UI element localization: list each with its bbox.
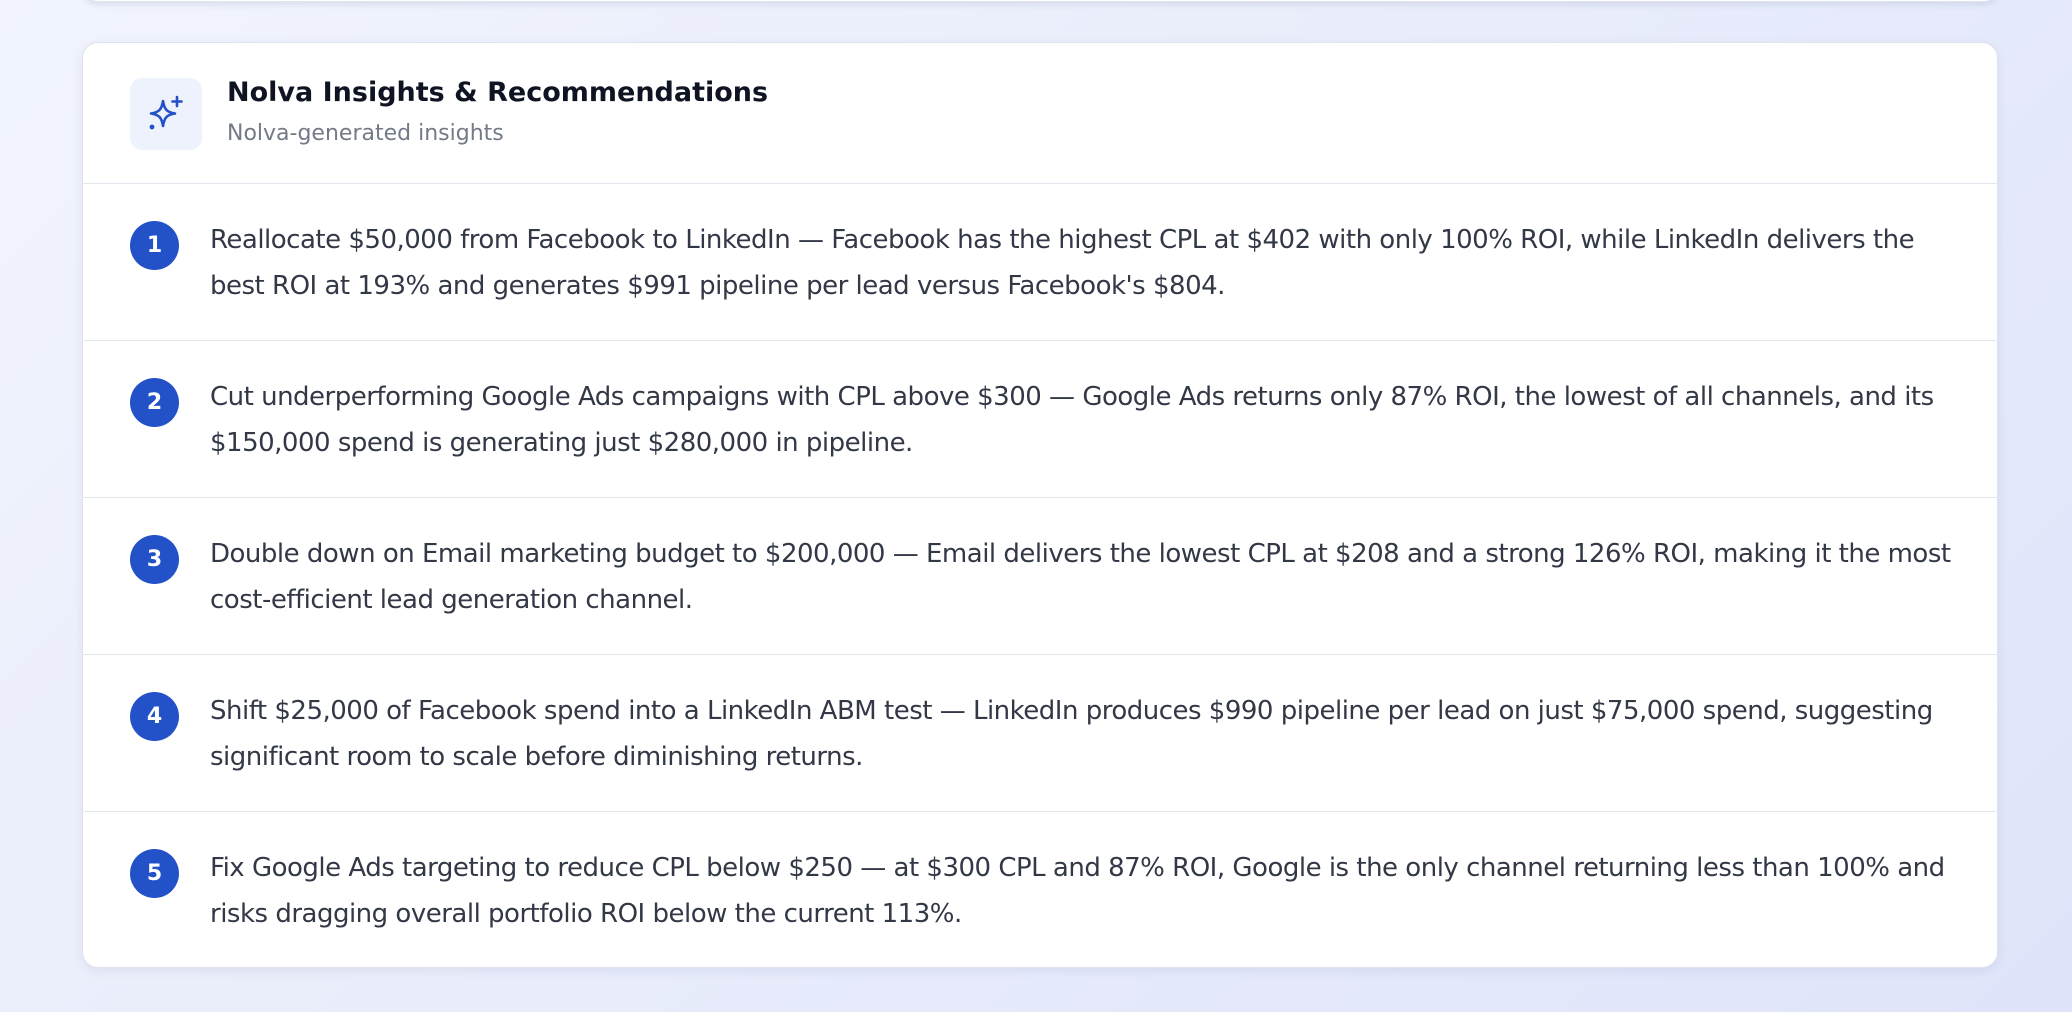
insights-card: Nolva Insights & Recommendations Nolva-g… — [82, 42, 1998, 968]
insight-text: Fix Google Ads targeting to reduce CPL b… — [210, 853, 1945, 929]
insight-item: 2 Cut underperforming Google Ads campaig… — [83, 341, 1997, 498]
insight-number-badge: 1 — [130, 221, 179, 270]
insight-item: 3 Double down on Email marketing budget … — [83, 498, 1997, 655]
insight-item: 5 Fix Google Ads targeting to reduce CPL… — [83, 812, 1997, 967]
sparkles-icon — [130, 78, 202, 150]
insight-number-badge: 3 — [130, 535, 179, 584]
insight-number-badge: 4 — [130, 692, 179, 741]
insight-number-badge: 2 — [130, 378, 179, 427]
card-header: Nolva Insights & Recommendations Nolva-g… — [83, 43, 1997, 184]
insight-item: 1 Reallocate $50,000 from Facebook to Li… — [83, 184, 1997, 341]
previous-card — [82, 0, 2000, 2]
card-title: Nolva Insights & Recommendations — [227, 77, 769, 108]
insight-number-badge: 5 — [130, 849, 179, 898]
insight-text: Double down on Email marketing budget to… — [210, 539, 1951, 615]
insight-item: 4 Shift $25,000 of Facebook spend into a… — [83, 655, 1997, 812]
insight-text: Reallocate $50,000 from Facebook to Link… — [210, 225, 1915, 301]
insight-text: Shift $25,000 of Facebook spend into a L… — [210, 696, 1933, 772]
card-subtitle: Nolva-generated insights — [227, 121, 504, 146]
insight-text: Cut underperforming Google Ads campaigns… — [210, 382, 1934, 458]
